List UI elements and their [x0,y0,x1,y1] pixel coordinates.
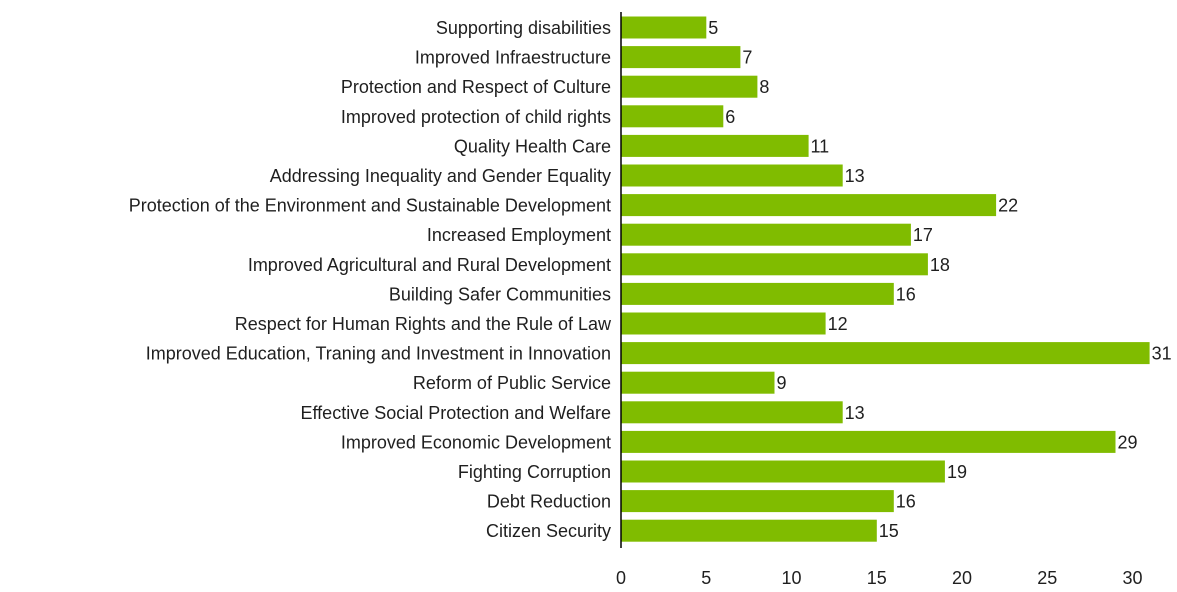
value-label: 18 [930,255,950,275]
x-tick-label: 5 [701,568,711,588]
value-label: 16 [896,492,916,512]
bar [621,75,758,98]
bar [621,194,997,217]
category-label: Improved Economic Development [341,432,611,452]
value-label: 6 [725,107,735,127]
category-label: Debt Reduction [487,492,611,512]
category-label: Quality Health Care [454,136,611,156]
value-label: 9 [777,373,787,393]
value-label: 15 [879,521,899,541]
bar [621,253,928,276]
value-label: 7 [742,48,752,68]
category-label: Respect for Human Rights and the Rule of… [235,314,612,334]
category-label: Improved Infraestructure [415,48,611,68]
bar [621,519,877,542]
category-label: Protection of the Environment and Sustai… [129,196,611,216]
bar [621,164,843,187]
bar [621,401,843,424]
category-label: Improved Education, Traning and Investme… [146,344,611,364]
x-tick-label: 15 [867,568,887,588]
value-label: 16 [896,284,916,304]
bar [621,134,809,157]
bar [621,16,707,39]
bar [621,490,894,513]
value-label: 22 [998,196,1018,216]
category-label: Increased Employment [427,225,611,245]
labels-layer: Supporting disabilities 5 Improved Infraes… [129,18,1172,541]
category-label: Citizen Security [486,521,611,541]
value-label: 19 [947,462,967,482]
value-label: 5 [708,18,718,38]
value-label: 31 [1152,344,1172,364]
value-label: 12 [828,314,848,334]
category-label: Addressing Inequality and Gender Equalit… [270,166,611,186]
category-label: Protection and Respect of Culture [341,77,611,97]
bar [621,430,1116,453]
category-label: Reform of Public Service [413,373,611,393]
category-label: Improved Agricultural and Rural Developm… [248,255,611,275]
category-label: Supporting disabilities [436,18,611,38]
bars-layer [621,16,1150,542]
value-label: 8 [759,77,769,97]
x-tick-label: 20 [952,568,972,588]
category-label: Improved protection of child rights [341,107,611,127]
bar [621,223,911,246]
bar [621,282,894,305]
value-label: 17 [913,225,933,245]
bar [621,312,826,335]
x-tick-label: 0 [616,568,626,588]
x-axis-ticks: 0 5 10 15 20 25 30 [616,568,1143,588]
bar [621,342,1150,365]
value-label: 29 [1118,432,1138,452]
x-tick-label: 10 [781,568,801,588]
bar [621,460,945,483]
category-label: Fighting Corruption [458,462,611,482]
value-label: 11 [811,136,830,156]
value-label: 13 [845,403,865,423]
bar [621,46,741,69]
value-label: 13 [845,166,865,186]
x-tick-label: 25 [1037,568,1057,588]
category-label: Effective Social Protection and Welfare [301,403,612,423]
bar [621,105,724,128]
category-label: Building Safer Communities [389,284,611,304]
bar [621,371,775,394]
x-tick-label: 30 [1122,568,1142,588]
